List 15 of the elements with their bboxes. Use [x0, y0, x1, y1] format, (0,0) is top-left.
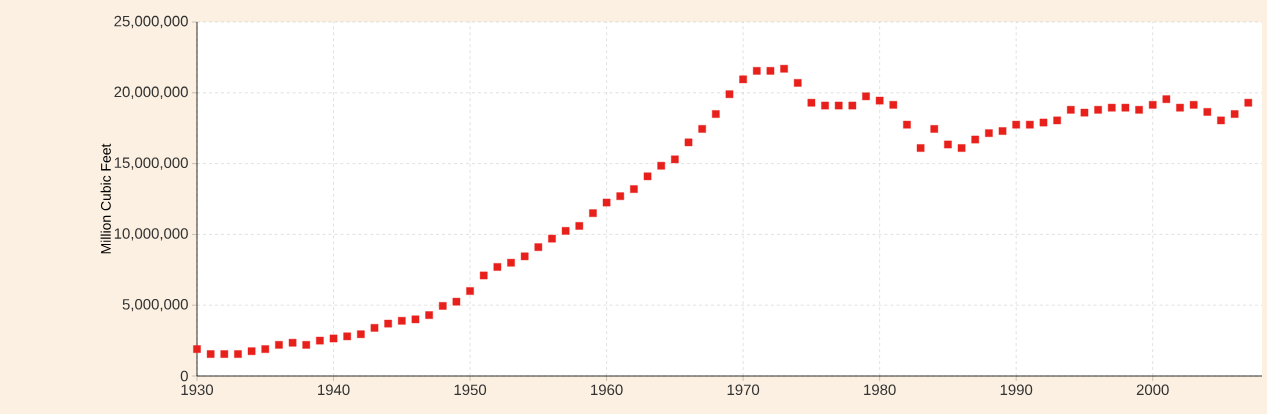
y-axis-title: Million Cubic Feet: [100, 143, 111, 254]
x-tick-label: 1970: [727, 384, 760, 396]
x-tick-label: 2000: [1136, 384, 1169, 396]
x-tick-label: 1960: [591, 384, 623, 396]
x-tick-label: 1930: [181, 384, 214, 396]
x-tick-label: 1990: [1000, 384, 1033, 396]
x-tick-label: 1940: [318, 384, 350, 396]
y-tick-label: 20,000,000: [114, 86, 188, 99]
y-tick-label: 5,000,000: [122, 299, 188, 312]
y-tick-label: 0: [180, 370, 188, 382]
y-tick-label: 15,000,000: [114, 157, 188, 170]
x-tick-label: 1950: [454, 384, 487, 396]
y-tick-label: 25,000,000: [114, 15, 188, 29]
y-tick-label: 10,000,000: [114, 228, 188, 241]
x-tick-label: 1980: [864, 384, 896, 396]
